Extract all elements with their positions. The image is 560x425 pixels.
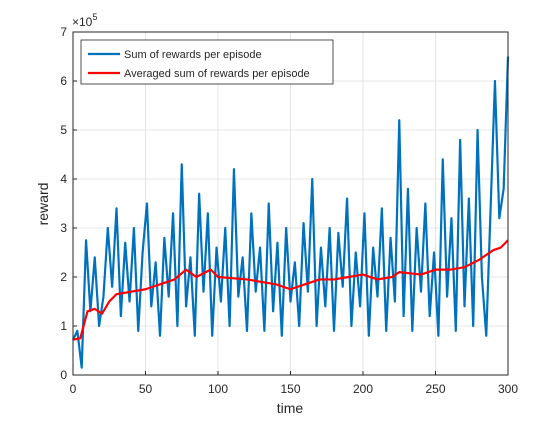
ticks: 0 50 100 150 200 250 300 0 1 2 3 4 5 6 7 [60,25,518,396]
y-axis-label: reward [35,183,51,226]
series-line [72,56,510,369]
x-tick-label: 200 [353,382,373,396]
x-axis-label: time [277,400,304,416]
x-tick-label: 100 [208,382,228,396]
y-tick-label: 7 [60,25,67,39]
y-tick-label: 2 [60,270,67,284]
y-tick-label: 4 [60,172,67,186]
series-line [72,239,509,341]
y-multiplier-base: ×10 [72,15,93,29]
legend: Sum of rewards per episode Averaged sum o… [80,39,334,85]
y-tick-label: 5 [60,123,67,137]
legend-box [80,39,334,85]
legend-label: Averaged sum of rewards per episode [124,68,310,80]
y-tick-label: 3 [60,221,67,235]
x-tick-label: 50 [139,382,153,396]
x-tick-label: 300 [498,382,518,396]
x-tick-label: 0 [70,382,77,396]
lines [72,56,510,369]
legend-label: Sum of rewards per episode [124,49,262,61]
y-tick-label: 0 [60,368,67,382]
x-tick-label: 150 [280,382,300,396]
y-multiplier: ×105 [72,12,97,29]
y-multiplier-exponent: 5 [92,12,97,22]
y-tick-label: 1 [60,319,67,333]
y-tick-label: 6 [60,74,67,88]
x-tick-label: 250 [425,382,445,396]
